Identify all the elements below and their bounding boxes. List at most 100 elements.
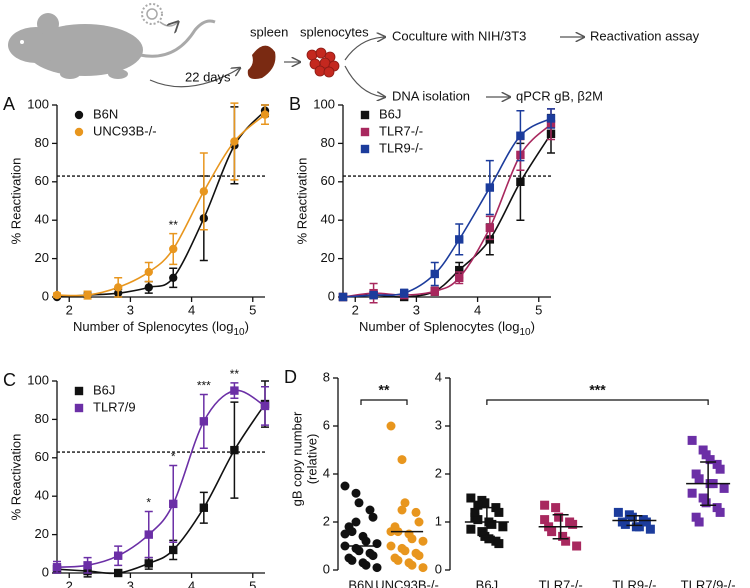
error-bar [626,515,643,527]
y-tick-label: 0 [323,561,330,576]
point [386,541,396,551]
y-axis-label: (relative) [304,434,319,485]
point [347,555,357,565]
point [491,503,501,513]
point [701,498,711,508]
y-tick-label: 0 [328,288,335,303]
panel-letter: D [284,367,297,387]
point [466,524,476,534]
point [484,534,494,544]
point [470,507,480,517]
point [498,522,508,532]
point [407,560,417,570]
y-tick-label: 60 [35,449,49,464]
point [572,541,582,551]
point [698,445,708,455]
y-tick-label: 20 [321,250,335,265]
legend-marker [74,386,84,396]
point [613,507,623,517]
point [169,545,178,555]
y-tick-label: 40 [321,212,335,227]
x-tick-label: 5 [249,302,256,317]
x-axis-label-text: Number of Splenocytes (log [73,319,233,334]
dna-step: DNA isolation [392,88,470,103]
legend-label: B6J [93,382,115,397]
point [480,498,490,508]
x-tick-label: 4 [188,578,195,588]
y-tick-label: 100 [313,96,335,111]
spleen-icon [247,45,276,79]
point [338,292,348,302]
point [698,493,708,503]
point [634,522,644,532]
arrow [344,65,385,97]
point [365,505,375,515]
point [455,235,464,244]
point [144,283,153,292]
point [400,498,410,508]
y-tick-label: 60 [321,173,335,188]
panel-letter: C [3,370,16,390]
point [372,563,382,573]
point [477,527,487,537]
cells-label: splenocytes [300,24,369,39]
error-bar [552,514,569,540]
significance: ** [169,218,179,232]
legend-marker [360,127,370,137]
point [199,417,209,426]
time-label: 22 days [185,69,231,84]
point [354,546,364,556]
point [83,290,92,300]
point [144,530,153,539]
point [701,450,711,460]
significance: ** [230,367,240,381]
point [83,561,92,570]
point [558,531,568,541]
y-tick-label: 2 [435,465,442,480]
point [52,290,62,300]
point [430,287,439,296]
point [393,555,403,565]
legend-marker [74,110,84,120]
point [414,517,424,527]
point [386,421,396,431]
point [485,223,495,233]
point [144,559,153,568]
y-tick-label: 20 [35,526,49,541]
point [715,464,725,474]
point [169,244,178,254]
point [430,269,439,279]
point [551,503,561,513]
point [340,529,350,539]
virus-icon [141,3,178,26]
point [546,114,556,123]
x-axis-label: Number of Splenocytes (log10) [359,319,535,337]
x-tick-label: 4 [188,302,195,317]
point [52,563,62,572]
point [354,498,364,508]
panel-letter: A [3,94,15,114]
point [641,517,651,527]
cells-icon [306,47,340,78]
point [400,546,410,556]
legend-label: TLR9-/- [379,140,423,155]
point [351,488,361,498]
point [627,512,637,522]
organ-label: spleen [250,24,288,39]
point [540,515,550,525]
point [455,273,464,282]
point [712,459,722,469]
y-tick-label: 100 [27,96,49,111]
point [351,517,361,527]
significance: *** [197,379,211,393]
point [407,534,417,544]
point [368,551,378,561]
legend-label: UNC93B-/- [93,123,157,138]
y-tick-label: 0 [435,561,442,576]
panel-letter: B [289,94,301,114]
y-axis-label: gB copy number [289,411,304,506]
point [715,507,725,517]
point [547,527,557,537]
point [620,519,630,529]
